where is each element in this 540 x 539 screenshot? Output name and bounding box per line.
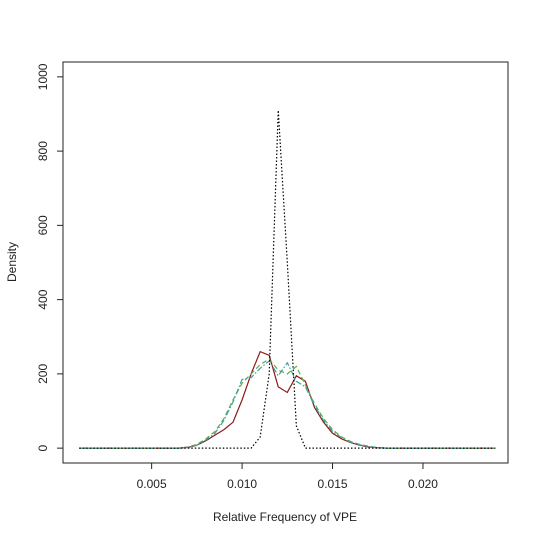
x-tick-label: 0.010 <box>227 477 257 491</box>
density-line <box>79 350 496 449</box>
y-tick-label: 0 <box>36 444 50 451</box>
y-tick-label: 400 <box>36 289 50 309</box>
density-line <box>79 359 496 449</box>
y-tick-label: 200 <box>36 364 50 384</box>
x-tick-label: 0.005 <box>137 477 167 491</box>
density-line <box>79 358 496 449</box>
y-tick-label: 800 <box>36 141 50 161</box>
y-tick-label: 600 <box>36 215 50 235</box>
x-tick-label: 0.020 <box>408 477 438 491</box>
x-axis-label: Relative Frequency of VPE <box>213 510 357 524</box>
y-axis-label: Density <box>5 242 19 282</box>
density-line <box>79 110 496 449</box>
y-tick-label: 1000 <box>36 63 50 90</box>
x-tick-label: 0.015 <box>318 477 348 491</box>
plot-frame <box>62 61 509 464</box>
